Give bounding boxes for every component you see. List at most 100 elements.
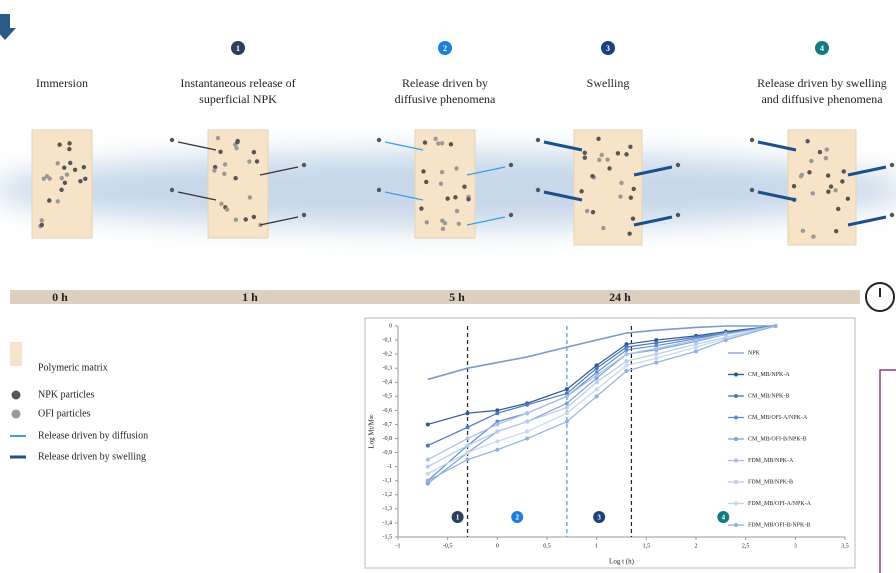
series-point xyxy=(426,444,430,448)
stage-number: 3 xyxy=(606,44,610,53)
phase-label: 1 xyxy=(456,514,460,522)
y-tick-label: -0,3 xyxy=(383,366,393,372)
y-tick-label: 0 xyxy=(389,323,392,329)
particle xyxy=(218,150,222,154)
stage-number: 2 xyxy=(443,44,447,53)
legend-marker xyxy=(734,416,738,420)
stage-number: 1 xyxy=(236,44,240,53)
particle xyxy=(600,153,604,157)
particle xyxy=(800,173,804,177)
y-tick-label: -0,1 xyxy=(383,337,393,343)
legend-marker xyxy=(734,480,738,484)
series-point xyxy=(565,420,569,424)
particle xyxy=(449,142,453,146)
series-point xyxy=(466,451,470,455)
particle xyxy=(56,199,60,203)
series-point xyxy=(595,373,599,377)
series-point xyxy=(495,422,499,426)
particle xyxy=(801,229,805,233)
legend-marker xyxy=(734,394,738,398)
particle xyxy=(252,215,256,219)
particle xyxy=(824,156,828,160)
series-point xyxy=(595,366,599,370)
particle xyxy=(440,141,444,145)
particle xyxy=(73,168,77,172)
particle xyxy=(63,181,67,185)
particle xyxy=(436,141,440,145)
series-point xyxy=(426,458,430,462)
particle xyxy=(629,196,633,200)
particle xyxy=(455,209,459,213)
series-point xyxy=(694,349,698,353)
series-point xyxy=(426,465,430,469)
particle xyxy=(424,180,428,184)
particle xyxy=(462,185,466,189)
series-legend-label: FDM_MB/NPK-B xyxy=(748,479,793,485)
released-particle xyxy=(676,213,680,217)
particle xyxy=(579,189,583,193)
particle xyxy=(454,166,458,170)
particle xyxy=(619,181,623,185)
series-point xyxy=(694,345,698,349)
legend-label: NPK particles xyxy=(38,389,94,400)
series-point xyxy=(495,448,499,452)
particle xyxy=(59,188,63,192)
particle xyxy=(225,207,229,211)
phase-label: 2 xyxy=(515,514,519,522)
series-legend-label: FDM_MB/OFI-A/NPK-A xyxy=(748,501,812,507)
particle xyxy=(248,195,252,199)
series-point xyxy=(654,361,658,365)
particle xyxy=(846,197,850,201)
particle xyxy=(419,206,423,210)
timeline-label: 1 h xyxy=(242,290,258,304)
particle xyxy=(47,198,51,202)
series-point xyxy=(525,420,529,424)
series-point xyxy=(624,348,628,352)
particle xyxy=(68,161,72,165)
particle xyxy=(805,139,809,143)
series-point xyxy=(624,369,628,373)
particle xyxy=(60,176,64,180)
particle xyxy=(62,166,66,170)
legend-swatch xyxy=(10,342,22,366)
particle xyxy=(632,187,636,191)
particle xyxy=(439,182,443,186)
series-legend-label: FDM_MB/NPK-A xyxy=(748,458,794,464)
particle xyxy=(255,159,259,163)
particle xyxy=(67,141,71,145)
y-axis-label: Log Mt/M∞ xyxy=(368,414,376,448)
released-particle xyxy=(750,188,754,192)
side-frame xyxy=(880,370,896,573)
series-legend-label: CM_MB/OFI-A/NPK-A xyxy=(748,415,808,421)
stage-title: superficial NPK xyxy=(199,92,277,106)
series-point xyxy=(466,425,470,429)
particle xyxy=(243,217,247,221)
series-point xyxy=(565,401,569,405)
series-point xyxy=(624,359,628,363)
timeline-label: 24 h xyxy=(609,290,631,304)
series-point xyxy=(624,363,628,367)
y-tick-label: -1,2 xyxy=(383,492,393,498)
particle xyxy=(67,147,71,151)
particle xyxy=(440,170,444,174)
particle xyxy=(842,169,846,173)
series-legend-label: NPK xyxy=(748,350,761,356)
particle xyxy=(82,165,86,169)
y-tick-label: -0,8 xyxy=(383,436,393,442)
x-tick-label: -0,5 xyxy=(443,543,453,549)
released-particle xyxy=(536,188,540,192)
particle xyxy=(222,172,226,176)
particle xyxy=(423,140,427,144)
series-legend-label: FDM_MB/OFI-B/NPK-B xyxy=(748,522,810,528)
timeline-label: 5 h xyxy=(449,290,465,304)
series-point xyxy=(565,406,569,410)
particle xyxy=(433,137,437,141)
legend-swatch xyxy=(12,410,21,419)
series-point xyxy=(426,472,430,476)
particle xyxy=(216,136,220,140)
particle xyxy=(792,184,796,188)
y-tick-label: -1,5 xyxy=(383,534,393,540)
particle xyxy=(234,218,238,222)
x-tick-label: 2 xyxy=(695,543,698,549)
series-legend-label: CM_MB/OFI-B/NPK-B xyxy=(748,436,807,442)
